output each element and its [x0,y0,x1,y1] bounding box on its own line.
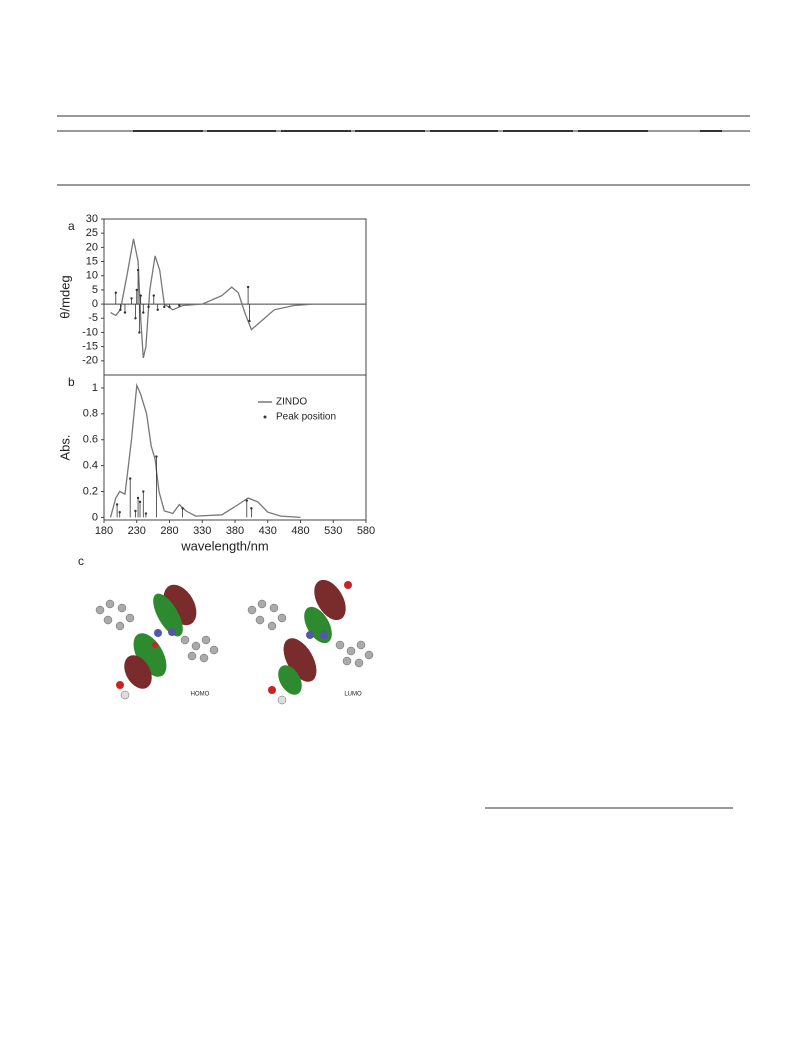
x-tick-label: 530 [324,525,342,537]
peak-dot [156,308,159,311]
y-tick-label: 0 [92,511,98,523]
x-tick-label: 430 [259,525,277,537]
peak-dot [246,285,250,289]
y-axis-label: Abs. [57,434,72,460]
spectrum-line [109,382,301,519]
y-tick-label: 1 [92,382,98,394]
peak-dot [142,311,145,314]
peak-dot [155,455,158,458]
peak-dot [248,319,251,323]
peak-dot [136,268,140,272]
molecule-lumo [247,579,374,705]
legend-label: Peak position [276,412,336,423]
y-tick-label: 0 [92,298,98,310]
peak-dot [144,512,148,515]
y-tick-label: 0.6 [83,434,98,446]
y-tick-label: -15 [82,341,98,353]
x-tick-label: 580 [357,525,375,537]
x-tick-label: 480 [291,525,309,537]
y-tick-label: 0.2 [83,485,98,497]
peak-dot [123,311,127,314]
peak-dot [181,507,184,510]
peak-dot [115,503,119,506]
y-tick-label: 0.8 [83,408,98,420]
peak-dot [178,304,181,307]
y-tick-label: 5 [92,284,98,296]
y-tick-label: -5 [88,312,98,324]
peak-dot [135,288,138,292]
y-tick-label: 15 [86,255,98,267]
peak-dot [152,294,155,297]
x-tick-label: 330 [193,525,211,537]
orbital-label: HOMO [191,692,210,698]
peak-dot [134,509,137,513]
peak-dot [250,507,253,510]
y-tick-label: -10 [82,326,98,338]
legend-label: ZINDO [276,397,307,408]
peak-dot [130,297,133,300]
peak-dot [245,499,248,502]
peak-dot [142,490,145,493]
peak-dot [163,305,166,309]
legend-swatch [263,415,267,419]
y-tick-label: -20 [82,355,98,367]
orbital-label: LUMO [344,692,362,698]
peak-dot [147,305,150,309]
y-tick-label: 10 [86,270,98,282]
y-tick-label: 20 [86,241,98,253]
peak-dot [138,500,142,504]
peak-dot [114,291,117,294]
panel-label: a [68,219,75,233]
x-tick-label: 380 [226,525,244,537]
peak-dot [129,477,132,480]
y-tick-label: 25 [86,227,98,239]
molecule-homo [95,584,219,700]
panel-label: c [78,554,84,568]
peak-dot [139,294,142,297]
x-axis-label: wavelength/nm [180,538,268,553]
peak-dot [138,331,141,334]
peak-dot [119,308,122,311]
y-tick-label: 30 [86,213,98,225]
y-tick-label: 0.4 [83,460,98,472]
peak-dot [118,511,121,514]
panel-label: b [68,375,75,389]
y-axis-label: θ/mdeg [57,275,72,318]
x-tick-label: 180 [95,525,113,537]
x-tick-label: 230 [128,525,146,537]
peak-dot [136,496,140,500]
x-tick-label: 280 [160,525,178,537]
peak-dot [134,317,137,320]
peak-dot [168,305,171,309]
